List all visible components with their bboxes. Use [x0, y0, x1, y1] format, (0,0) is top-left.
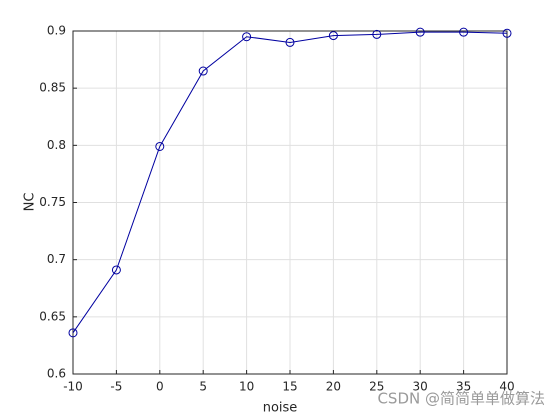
y-tick-label: 0.8 [47, 138, 66, 152]
y-tick-label: 0.7 [47, 252, 66, 266]
x-tick-label: 25 [369, 380, 384, 394]
x-tick-label: -5 [110, 380, 122, 394]
x-tick-label: 0 [156, 380, 164, 394]
data-point [68, 328, 78, 338]
y-tick-label: 0.65 [39, 309, 66, 323]
y-tick-label: 0.85 [39, 81, 66, 95]
y-tick-label: 0.6 [47, 367, 66, 381]
watermark: CSDN @简简单单做算法 [377, 390, 545, 408]
data-point [155, 141, 165, 151]
x-tick-label: -10 [63, 380, 83, 394]
data-point [459, 27, 469, 37]
x-tick-label: 35 [456, 380, 471, 394]
data-point [502, 28, 512, 38]
x-tick-label: 15 [282, 380, 297, 394]
x-tick-label: 30 [413, 380, 428, 394]
x-tick-label: 20 [326, 380, 341, 394]
x-tick-label: 40 [499, 380, 514, 394]
x-axis-label: noise [263, 401, 298, 416]
data-point [415, 27, 425, 37]
y-tick-label: 0.75 [39, 195, 66, 209]
data-point [198, 66, 208, 76]
x-tick-label: 5 [199, 380, 207, 394]
data-point [328, 31, 338, 41]
series-line [72, 31, 508, 334]
y-tick-label: 0.9 [47, 24, 66, 38]
data-point [285, 37, 295, 47]
x-tick-label: 10 [239, 380, 254, 394]
data-point [111, 265, 121, 275]
data-point [242, 32, 252, 42]
y-axis-label: NC [23, 193, 38, 212]
data-point [372, 29, 382, 39]
plot-frame [72, 30, 508, 375]
